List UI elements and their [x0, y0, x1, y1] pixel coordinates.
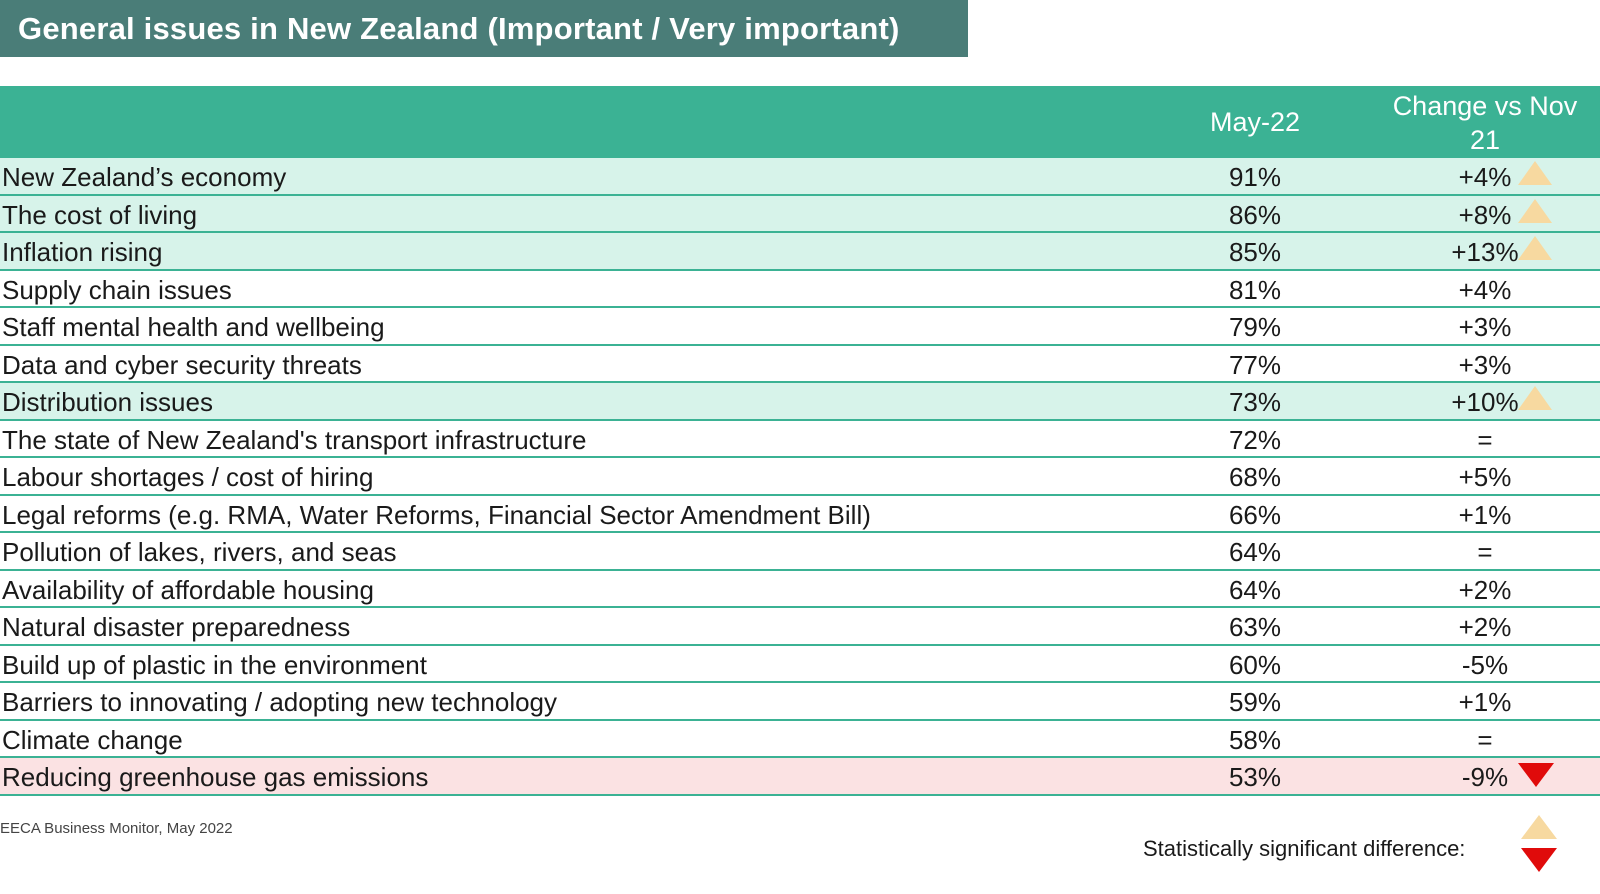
may-22-value: 63% — [1228, 612, 1282, 642]
issue-label: Data and cyber security threats — [2, 349, 362, 380]
issue-label: The cost of living — [2, 199, 198, 230]
change-value: -9% — [1461, 762, 1509, 792]
table-row: New Zealand’s economy 91% +4% — [0, 158, 1600, 196]
change-value: -5% — [1461, 649, 1509, 680]
table-row: Distribution issues 73% +10% — [0, 383, 1600, 421]
may-22-value: 73% — [1228, 387, 1282, 417]
table-row: The state of New Zealand's transport inf… — [0, 421, 1600, 458]
table-row: Legal reforms (e.g. RMA, Water Reforms, … — [0, 496, 1600, 533]
table-row: Data and cyber security threats 77% +3% — [0, 346, 1600, 383]
issue-label: Legal reforms (e.g. RMA, Water Reforms, … — [2, 499, 871, 530]
page-title: General issues in New Zealand (Important… — [0, 0, 968, 57]
table-row: Pollution of lakes, rivers, and seas 64% = — [0, 533, 1600, 571]
table-row: Inflation rising 85% +13% — [0, 233, 1600, 271]
table-header: May-22 Change vs Nov 21 — [0, 86, 1600, 158]
column-header-change: Change vs Nov 21 — [1392, 91, 1578, 155]
may-22-value: 60% — [1228, 649, 1282, 680]
table-row: Staff mental health and wellbeing 79% +3% — [0, 308, 1600, 346]
issue-label: Reducing greenhouse gas emissions — [2, 762, 429, 792]
column-header-may-22: May-22 — [1209, 107, 1301, 137]
issue-label: Pollution of lakes, rivers, and seas — [2, 537, 397, 567]
issue-label: Availability of affordable housing — [2, 574, 374, 605]
issue-label: Inflation rising — [2, 237, 163, 267]
table-row: Climate change 58% = — [0, 721, 1600, 758]
table-row: Labour shortages / cost of hiring 68% +5% — [0, 458, 1600, 496]
change-value: +3% — [1458, 349, 1512, 380]
significant-increase-icon — [1518, 198, 1552, 223]
may-22-value: 58% — [1228, 724, 1282, 755]
issue-label: Labour shortages / cost of hiring — [2, 462, 374, 492]
change-value: +13% — [1451, 237, 1519, 267]
table-row: Build up of plastic in the environment 60… — [0, 646, 1600, 683]
change-value: +1% — [1458, 687, 1512, 717]
table-body: New Zealand’s economy 91% +4% The cost of l… — [0, 158, 1600, 796]
table-row: Barriers to innovating / adopting new te… — [0, 683, 1600, 721]
issue-label: New Zealand’s economy — [2, 162, 287, 192]
may-22-value: 85% — [1228, 237, 1282, 267]
change-value: +2% — [1458, 612, 1512, 642]
may-22-value: 53% — [1228, 762, 1282, 792]
table-row: The cost of living 86% +8% — [0, 195, 1600, 233]
table-row: Availability of affordable housing 64% +2% — [0, 571, 1600, 608]
significant-decrease-icon — [1518, 763, 1554, 787]
source-note: EECA Business Monitor, May 2022 — [0, 820, 233, 837]
table-row: Supply chain issues 81% +4% — [0, 271, 1600, 308]
may-22-value: 66% — [1228, 499, 1282, 530]
change-value: = — [1477, 424, 1493, 455]
may-22-value: 86% — [1228, 199, 1282, 230]
may-22-value: 79% — [1228, 312, 1282, 342]
table-row: Natural disaster preparedness 63% +2% — [0, 608, 1600, 646]
change-value: +2% — [1458, 574, 1512, 605]
significant-increase-icon — [1518, 161, 1552, 185]
change-value: +5% — [1458, 462, 1512, 492]
issue-label: Build up of plastic in the environment — [2, 649, 427, 680]
issue-label: Supply chain issues — [2, 274, 232, 305]
may-22-value: 72% — [1228, 424, 1282, 455]
issue-label: Staff mental health and wellbeing — [2, 312, 385, 342]
change-value: +8% — [1458, 199, 1512, 230]
may-22-value: 64% — [1228, 574, 1282, 605]
change-value: +3% — [1458, 312, 1512, 342]
may-22-value: 81% — [1228, 274, 1282, 305]
may-22-value: 68% — [1228, 462, 1282, 492]
issue-label: Barriers to innovating / adopting new te… — [2, 687, 558, 717]
may-22-value: 91% — [1228, 162, 1282, 192]
may-22-value: 64% — [1228, 537, 1282, 567]
significant-increase-icon — [1518, 236, 1552, 260]
change-value: = — [1477, 537, 1493, 567]
change-value: +4% — [1458, 274, 1512, 305]
change-value: +1% — [1458, 499, 1512, 530]
legend-label: Statistically significant difference: — [1143, 836, 1466, 861]
issue-label: Climate change — [2, 724, 183, 755]
issue-label: Natural disaster preparedness — [2, 612, 351, 642]
table-row: Reducing greenhouse gas emissions 53% -9% — [0, 758, 1600, 796]
may-22-value: 59% — [1228, 687, 1282, 717]
change-value: +4% — [1458, 162, 1512, 192]
legend-up-arrow-icon — [1521, 815, 1557, 839]
change-value: +10% — [1451, 387, 1519, 417]
legend-down-arrow-icon — [1521, 848, 1557, 872]
change-value: = — [1477, 724, 1493, 755]
issue-label: The state of New Zealand's transport inf… — [2, 424, 587, 455]
issues-table: May-22 Change vs Nov 21 New Zealand’s ec… — [0, 86, 1600, 796]
issue-label: Distribution issues — [2, 387, 213, 417]
significant-increase-icon — [1518, 386, 1552, 410]
may-22-value: 77% — [1228, 349, 1282, 380]
